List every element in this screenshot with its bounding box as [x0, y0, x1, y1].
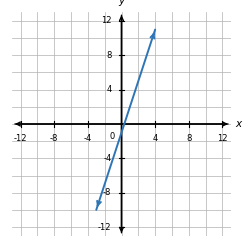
- Text: 0: 0: [110, 132, 115, 141]
- Text: -4: -4: [103, 154, 111, 163]
- Text: 12: 12: [217, 134, 228, 143]
- Text: -8: -8: [50, 134, 58, 143]
- Text: 8: 8: [106, 51, 111, 60]
- Text: -12: -12: [14, 134, 27, 143]
- Text: 4: 4: [153, 134, 158, 143]
- Text: 4: 4: [106, 85, 111, 94]
- Text: 12: 12: [101, 16, 111, 26]
- Text: y: y: [118, 0, 125, 5]
- Text: -8: -8: [103, 188, 111, 197]
- Text: -12: -12: [98, 222, 111, 232]
- Text: -4: -4: [84, 134, 92, 143]
- Text: 8: 8: [186, 134, 191, 143]
- Text: x: x: [235, 119, 241, 129]
